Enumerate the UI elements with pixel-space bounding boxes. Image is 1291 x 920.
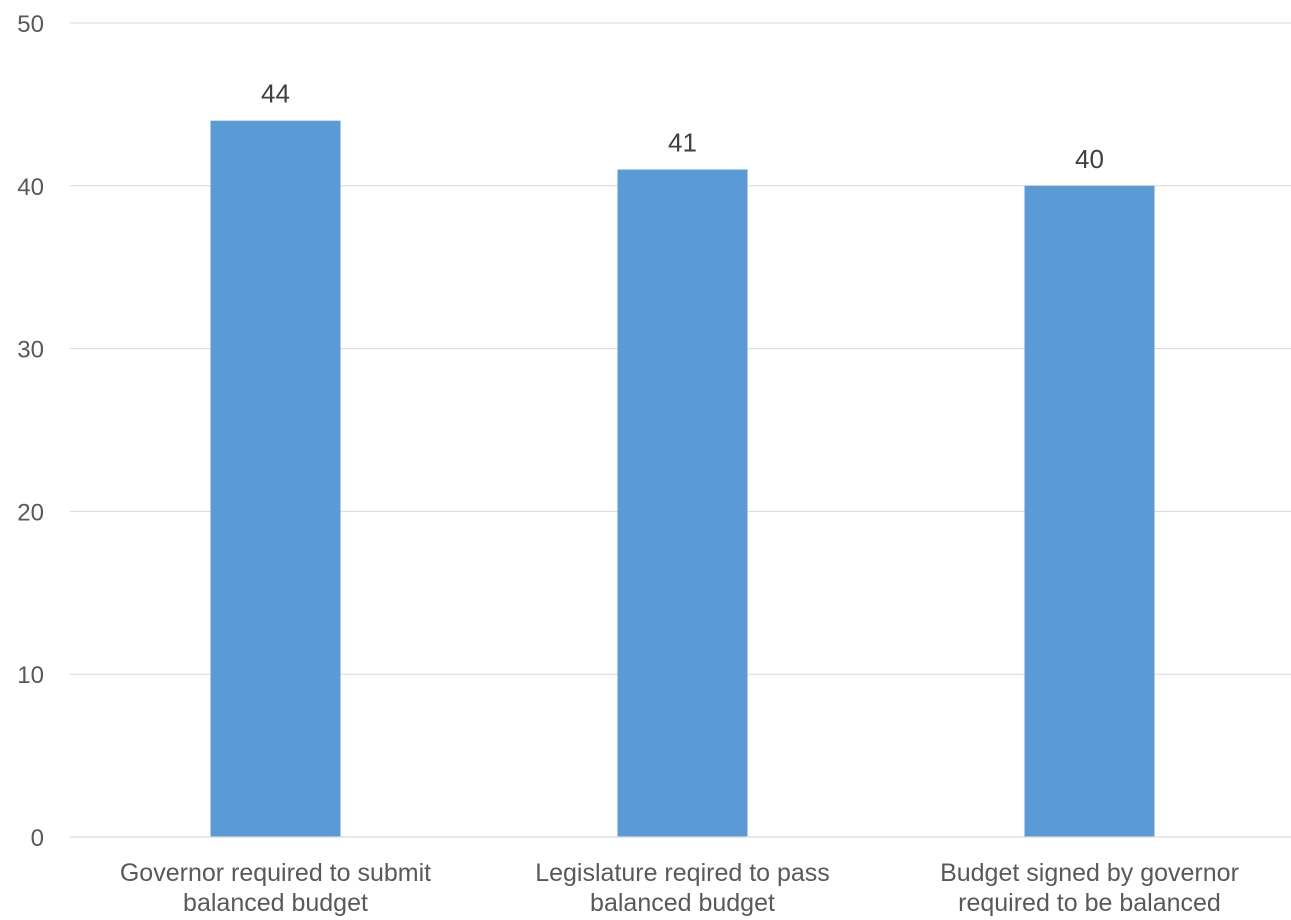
data-label: 44 [261,79,290,109]
category-label: balanced budget [183,889,368,917]
y-axis-ticks: 0 10 20 30 40 50 [17,11,44,852]
category-label: required to be balanced [958,889,1221,917]
y-tick-label: 20 [17,499,44,526]
data-label: 41 [668,128,697,158]
data-labels: 44 41 40 [261,79,1104,174]
bar [210,120,341,838]
bars [210,120,1155,838]
category-label: Budget signed by governor [940,859,1239,887]
bar [617,169,748,837]
category-label: Governor required to submit [120,859,431,887]
y-tick-label: 50 [17,11,44,38]
y-tick-label: 10 [17,662,44,689]
category-label: Legislature reqired to pass [535,859,830,887]
data-label: 40 [1075,144,1104,174]
y-tick-label: 40 [17,174,44,201]
bar [1024,185,1155,838]
category-label: balanced budget [590,889,775,917]
y-tick-label: 0 [31,825,44,852]
y-tick-label: 30 [17,337,44,364]
